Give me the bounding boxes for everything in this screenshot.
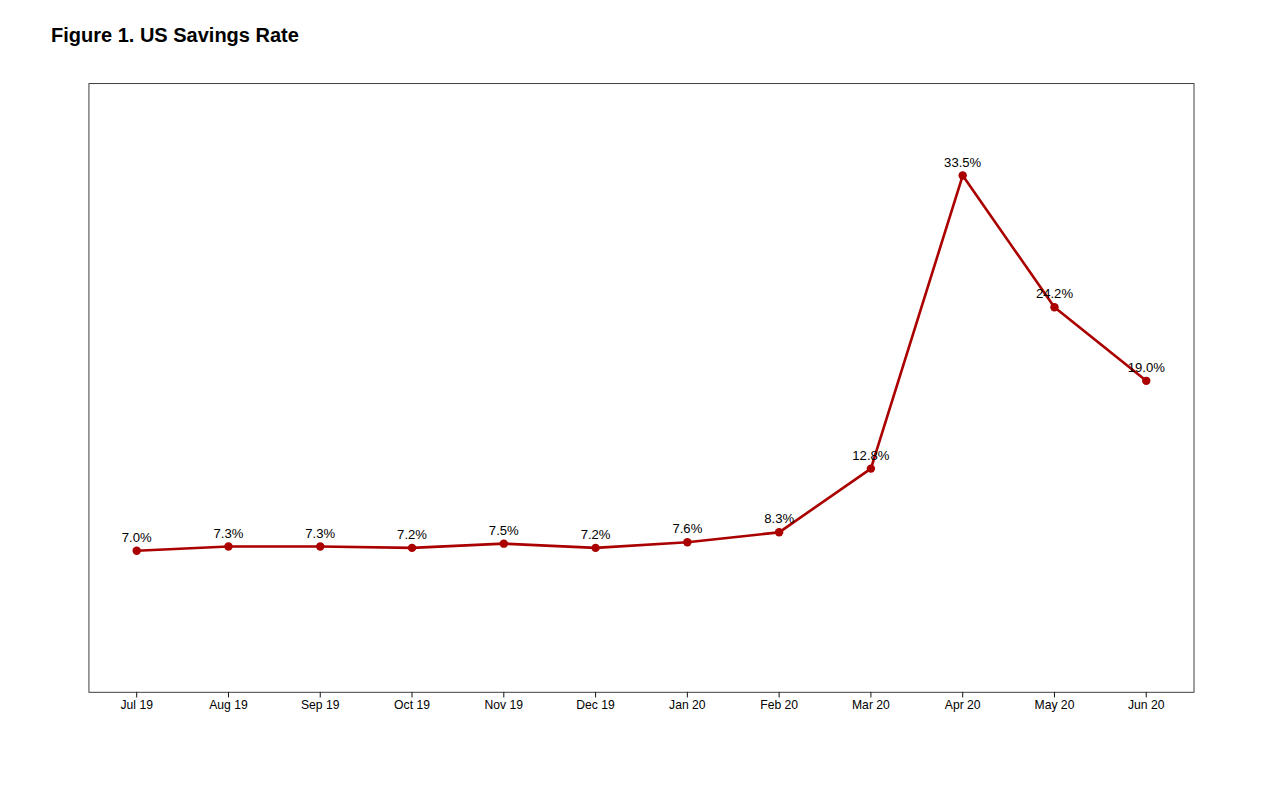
svg-text:7.0%: 7.0% — [122, 530, 152, 545]
svg-text:7.3%: 7.3% — [305, 526, 335, 541]
svg-text:7.6%: 7.6% — [672, 521, 702, 536]
svg-text:Jul 19: Jul 19 — [120, 698, 153, 712]
svg-text:Oct 19: Oct 19 — [394, 698, 430, 712]
svg-text:19.0%: 19.0% — [1128, 360, 1166, 375]
svg-text:Apr 20: Apr 20 — [945, 698, 981, 712]
svg-text:Jun 20: Jun 20 — [1128, 698, 1165, 712]
svg-text:8.3%: 8.3% — [764, 511, 794, 526]
svg-text:Dec 19: Dec 19 — [576, 698, 615, 712]
svg-text:7.5%: 7.5% — [489, 523, 519, 538]
svg-text:7.2%: 7.2% — [581, 527, 611, 542]
svg-text:7.2%: 7.2% — [397, 527, 427, 542]
svg-text:Mar 20: Mar 20 — [852, 698, 890, 712]
svg-text:24.2%: 24.2% — [1036, 286, 1074, 301]
svg-text:Feb 20: Feb 20 — [760, 698, 798, 712]
svg-text:7.3%: 7.3% — [214, 526, 244, 541]
svg-text:May 20: May 20 — [1035, 698, 1075, 712]
svg-text:33.5%: 33.5% — [944, 155, 982, 170]
svg-text:Sep 19: Sep 19 — [301, 698, 340, 712]
svg-text:Nov 19: Nov 19 — [485, 698, 524, 712]
svg-text:12.8%: 12.8% — [852, 448, 890, 463]
svg-text:Jan 20: Jan 20 — [669, 698, 706, 712]
svg-text:Aug 19: Aug 19 — [209, 698, 248, 712]
html-text:Figure 1. US Savings Rate: Figure 1. US Savings Rate — [51, 24, 299, 46]
